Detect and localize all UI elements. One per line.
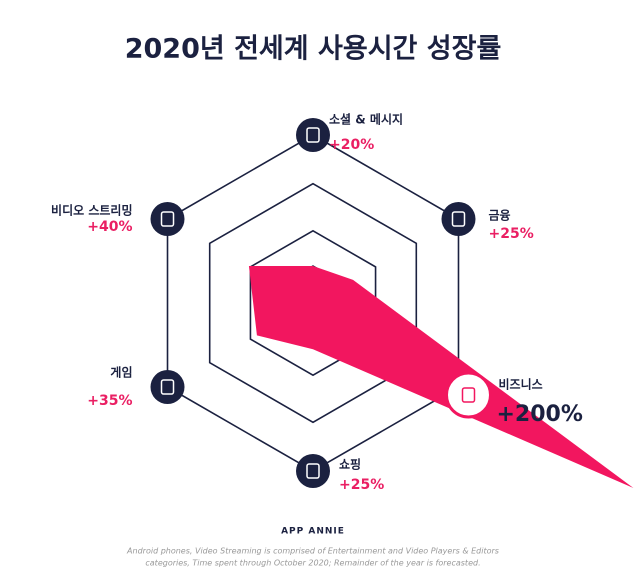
icon-glyph [451,211,466,227]
value-label: +25% [339,477,384,493]
category-label: 비즈니스 [498,377,542,392]
source: APP ANNIE [281,527,345,537]
grid-ring [208,182,418,424]
chart-title: 2020년 전세계 사용시간 성장률 [125,34,502,65]
footnote: categories, Time spent through October 2… [145,559,480,568]
category-icon [296,454,330,488]
icon-glyph [160,379,175,395]
plot [248,266,634,488]
category-icon [441,202,476,236]
icon-glyph [461,387,476,403]
icon-glyph [160,211,175,227]
category-label: 금융 [488,208,510,223]
category-icon [296,118,330,152]
value-label: +35% [87,393,132,409]
category-icon [150,202,185,236]
category-icon [150,370,185,404]
value-label: +40% [87,219,132,235]
category-label: 게임 [110,366,132,380]
radar-area [248,266,634,488]
value-label: +25% [488,226,533,242]
labels: 소셜 & 메시지 +20% 금융 +25% 비즈니스 +200% 쇼핑 +25% 게임 +35% 비… [51,112,583,494]
category-icon [444,371,492,419]
category-label: 소셜 & 메시지 [329,112,403,127]
category-label: 쇼핑 [339,457,361,472]
icon-glyph [306,463,320,479]
value-label: +200% [496,402,582,427]
icon-glyph [306,127,320,143]
value-label: +20% [329,137,374,153]
category-label: 비디오 스트리밍 [51,203,132,218]
footnote: Android phones, Video Streaming is compr… [126,547,499,556]
